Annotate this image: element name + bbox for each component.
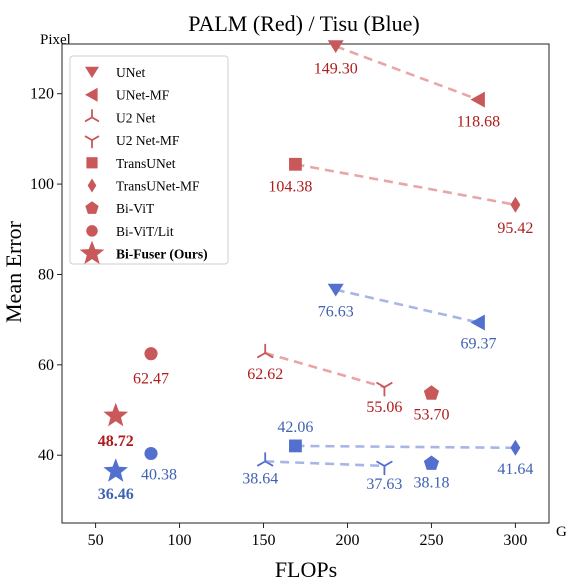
y-unit-label: Pixel: [40, 32, 71, 48]
point-palm-transunet: [289, 157, 302, 171]
legend-marker-bi-vit: [85, 201, 99, 214]
point-palm-unet: [327, 40, 344, 54]
legend-label-bi-fuser-ours: Bi-Fuser (Ours): [116, 247, 208, 262]
legend: UNet UNet-MF U2 Net U2 Net-MF TransUNet Trans…: [69, 55, 229, 265]
legend-label-transunet-mf: TransUNet-MF: [116, 179, 200, 194]
point-tisu-transunet-mf: [510, 439, 521, 456]
label-tisu-bi-vit-lit: 40.38: [141, 466, 177, 483]
label-tisu-transunet: 42.06: [277, 419, 313, 436]
label-tisu-u2-net-mf: 37.63: [366, 476, 402, 493]
connection-blue-unet: [335, 288, 479, 324]
legend-label-bi-vit: Bi-ViT: [116, 201, 155, 216]
legend-marker-bi-vit-lit: [86, 225, 98, 237]
label-palm-unet-mf: 118.68: [457, 114, 500, 131]
x-axis-label: FLOPs: [275, 557, 337, 580]
label-palm-bi-fuser-ours: 48.72: [98, 433, 134, 450]
legend-marker-unet: [85, 66, 99, 78]
legend-box: [69, 55, 229, 265]
legend-label-u2-net-mf: U2 Net-MF: [116, 133, 180, 148]
point-palm-u2-net: [257, 343, 274, 359]
point-palm-unet-mf: [470, 91, 485, 108]
point-palm-bi-vit: [423, 385, 440, 400]
x-tick-label-250: 250: [419, 532, 443, 549]
point-tisu-u2-net: [257, 452, 274, 467]
x-tick-label-100: 100: [168, 532, 192, 549]
connection-blue-u2-net: [265, 460, 385, 468]
label-palm-bi-vit-lit: 62.47: [133, 371, 169, 388]
legend-label-unet: UNet: [116, 65, 145, 80]
connection-blue-transunet: [295, 444, 516, 450]
point-palm-transunet-mf: [510, 196, 521, 213]
x-tick-label-50: 50: [88, 532, 104, 549]
label-palm-u2-net: 62.62: [247, 366, 283, 383]
label-tisu-transunet-mf: 41.64: [497, 461, 533, 478]
label-tisu-unet: 76.63: [318, 304, 354, 321]
legend-marker-u2-net: [84, 109, 100, 122]
point-palm-bi-fuser-ours: [103, 402, 129, 427]
legend-label-bi-vit-lit: Bi-ViT/Lit: [116, 224, 174, 239]
point-tisu-bi-vit-lit: [144, 446, 158, 461]
legend-label-u2-net: U2 Net: [116, 110, 156, 125]
label-palm-bi-vit: 53.70: [413, 406, 449, 423]
point-palm-bi-vit-lit: [144, 347, 158, 361]
data-points: [103, 40, 521, 482]
y-tick-label-80: 80: [38, 266, 54, 283]
legend-marker-bi-fuser-ours: [79, 240, 105, 265]
connection-red-transunet: [295, 163, 516, 207]
y-axis-label: Mean Error: [1, 220, 26, 323]
y-tick-label-100: 100: [30, 176, 54, 193]
point-tisu-bi-fuser-ours: [103, 458, 129, 482]
x-unit-label: G: [556, 524, 567, 540]
legend-marker-transunet: [86, 157, 98, 169]
y-tick-label-120: 120: [30, 86, 54, 103]
label-palm-transunet: 104.38: [268, 178, 312, 195]
connection-red-u2-net: [264, 351, 385, 389]
x-tick-label-300: 300: [503, 532, 527, 549]
label-tisu-bi-fuser-ours: 36.46: [98, 486, 134, 503]
y-tick-label-60: 60: [38, 357, 54, 374]
label-palm-unet: 149.30: [314, 60, 358, 77]
chart-title: PALM (Red) / Tisu (Blue): [188, 11, 419, 36]
label-tisu-unet-mf: 69.37: [460, 335, 496, 352]
legend-label-unet-mf: UNet-MF: [116, 88, 170, 103]
x-tick-label-150: 150: [252, 532, 276, 549]
label-tisu-u2-net: 38.64: [242, 470, 278, 487]
legend-label-transunet: TransUNet: [116, 156, 176, 171]
point-tisu-unet-mf: [470, 314, 485, 331]
legend-marker-u2-net-mf: [84, 135, 100, 149]
y-tick-label-40: 40: [38, 447, 54, 464]
point-palm-u2-net-mf: [376, 382, 393, 397]
data-labels: 149.30 118.68 62.62 55.06 104.38 95.42 53.70 62…: [98, 60, 534, 503]
label-palm-u2-net-mf: 55.06: [366, 399, 402, 416]
legend-marker-transunet-mf: [87, 178, 97, 193]
x-tick-label-200: 200: [335, 532, 359, 549]
axis-ticks: 50 100 150 200 250 300 40 60 80 100 120: [30, 86, 527, 549]
plot-frame: [61, 43, 550, 524]
legend-marker-unet-mf: [85, 87, 98, 102]
connection-red-unet: [335, 45, 479, 101]
label-tisu-bi-vit: 38.18: [413, 474, 449, 491]
connection-lines: [264, 45, 516, 468]
point-tisu-unet: [327, 283, 344, 297]
point-tisu-bi-vit: [423, 455, 440, 470]
point-tisu-u2-net-mf: [376, 460, 393, 476]
point-tisu-transunet: [289, 439, 302, 453]
label-palm-transunet-mf: 95.42: [497, 220, 533, 237]
